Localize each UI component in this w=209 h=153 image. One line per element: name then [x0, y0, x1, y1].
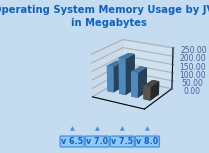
Text: Operating System Memory Usage by JVM: Operating System Memory Usage by JVM	[0, 5, 209, 15]
Text: in Megabytes: in Megabytes	[71, 18, 147, 28]
Text: v 7.0: v 7.0	[86, 137, 108, 146]
Text: ▲: ▲	[70, 127, 74, 132]
Text: v 8.0: v 8.0	[136, 137, 158, 146]
Text: v 7.5: v 7.5	[111, 137, 133, 146]
Text: ▲: ▲	[95, 127, 99, 132]
Text: ▲: ▲	[120, 127, 125, 132]
Text: ▲: ▲	[145, 127, 150, 132]
Text: v 6.5: v 6.5	[61, 137, 83, 146]
